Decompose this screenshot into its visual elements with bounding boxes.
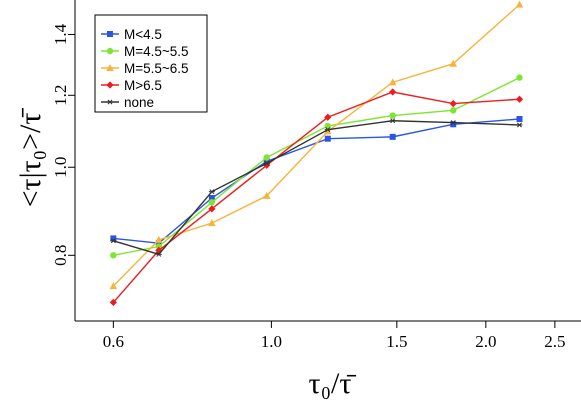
data-point: [110, 238, 117, 244]
legend-label: M<4.5: [124, 27, 162, 42]
legend-swatch-marker: [106, 81, 114, 89]
data-point: [389, 118, 396, 124]
data-point: [324, 127, 331, 133]
legend-item: M=4.5~5.5: [101, 44, 189, 59]
data-point: [516, 122, 523, 128]
data-point: [155, 243, 163, 250]
y-ticks: 0.8 1.0 1.2 1.4: [51, 23, 75, 266]
legend-item: none: [101, 95, 154, 110]
axes: [74, 0, 581, 322]
data-point: [208, 189, 215, 195]
data-point: [208, 219, 216, 227]
y-tick-label: 1.0: [51, 157, 70, 178]
series-line: [113, 120, 520, 256]
x-tick-label: 2.0: [475, 332, 496, 351]
legend: M<4.5 M=4.5~5.5 M=5.5~6.5 M>6.5 none: [94, 14, 208, 113]
data-point: [263, 158, 270, 165]
data-point: [389, 88, 397, 96]
legend-item: M=5.5~6.5: [101, 61, 189, 76]
x-tick-label: 1.0: [261, 332, 282, 351]
data-point: [389, 133, 396, 140]
legend-box: [94, 14, 208, 113]
legend-swatch-marker: [106, 47, 114, 55]
data-point: [324, 135, 331, 142]
legend-label: M=4.5~5.5: [124, 44, 189, 59]
data-point: [110, 235, 117, 242]
x-ticks: 0.6 1.0 1.5 2.0 2.5: [103, 321, 565, 351]
data-point: [515, 0, 524, 8]
series-line: [113, 118, 520, 244]
data-point: [155, 235, 163, 243]
data-point: [208, 205, 216, 213]
x-tick-label: 2.5: [544, 332, 565, 351]
data-point: [449, 59, 458, 67]
data-point: [109, 298, 117, 307]
series-3: [109, 88, 524, 307]
x-axis-title: τ₀/τ̄: [309, 367, 357, 400]
data-point: [110, 252, 117, 259]
legend-label: none: [124, 95, 154, 110]
data-point: [109, 282, 118, 290]
y-tick-label: 1.4: [51, 23, 70, 45]
legend-item: M>6.5: [101, 78, 162, 93]
series-2: [109, 0, 524, 290]
data-point: [449, 99, 457, 108]
data-point: [389, 112, 396, 119]
series-line: [112, 4, 520, 287]
data-point: [450, 120, 457, 125]
series-4: [110, 118, 523, 257]
data-point: [208, 199, 216, 206]
legend-item: M<4.5: [101, 27, 162, 42]
data-point: [155, 251, 162, 257]
data-point: [324, 113, 332, 121]
data-point: [516, 74, 523, 81]
data-point: [516, 116, 523, 123]
y-tick-label: 0.8: [51, 245, 70, 266]
data-point: [208, 195, 215, 202]
data-point: [450, 107, 457, 114]
data-point: [263, 160, 270, 166]
data-point: [155, 240, 162, 247]
x-tick-label: 0.6: [103, 332, 124, 351]
data-point: [323, 127, 332, 135]
data-point: [263, 154, 270, 161]
series-group: [109, 0, 524, 307]
data-point: [262, 191, 271, 199]
legend-swatch-marker: [107, 99, 113, 105]
legend-label: M>6.5: [124, 78, 162, 93]
y-axis-title: <τ|τ₀>/τ̄: [14, 108, 47, 208]
data-point: [515, 95, 524, 103]
legend-swatch-marker: [107, 31, 113, 37]
series-0: [110, 116, 523, 247]
data-point: [388, 78, 397, 86]
legend-swatch-marker: [106, 64, 114, 71]
legend-items: M<4.5 M=4.5~5.5 M=5.5~6.5 M>6.5 none: [101, 27, 189, 110]
y-tick-label: 1.2: [51, 85, 70, 106]
data-point: [450, 121, 457, 128]
x-tick-label: 1.5: [386, 332, 407, 351]
legend-label: M=5.5~6.5: [124, 61, 189, 76]
